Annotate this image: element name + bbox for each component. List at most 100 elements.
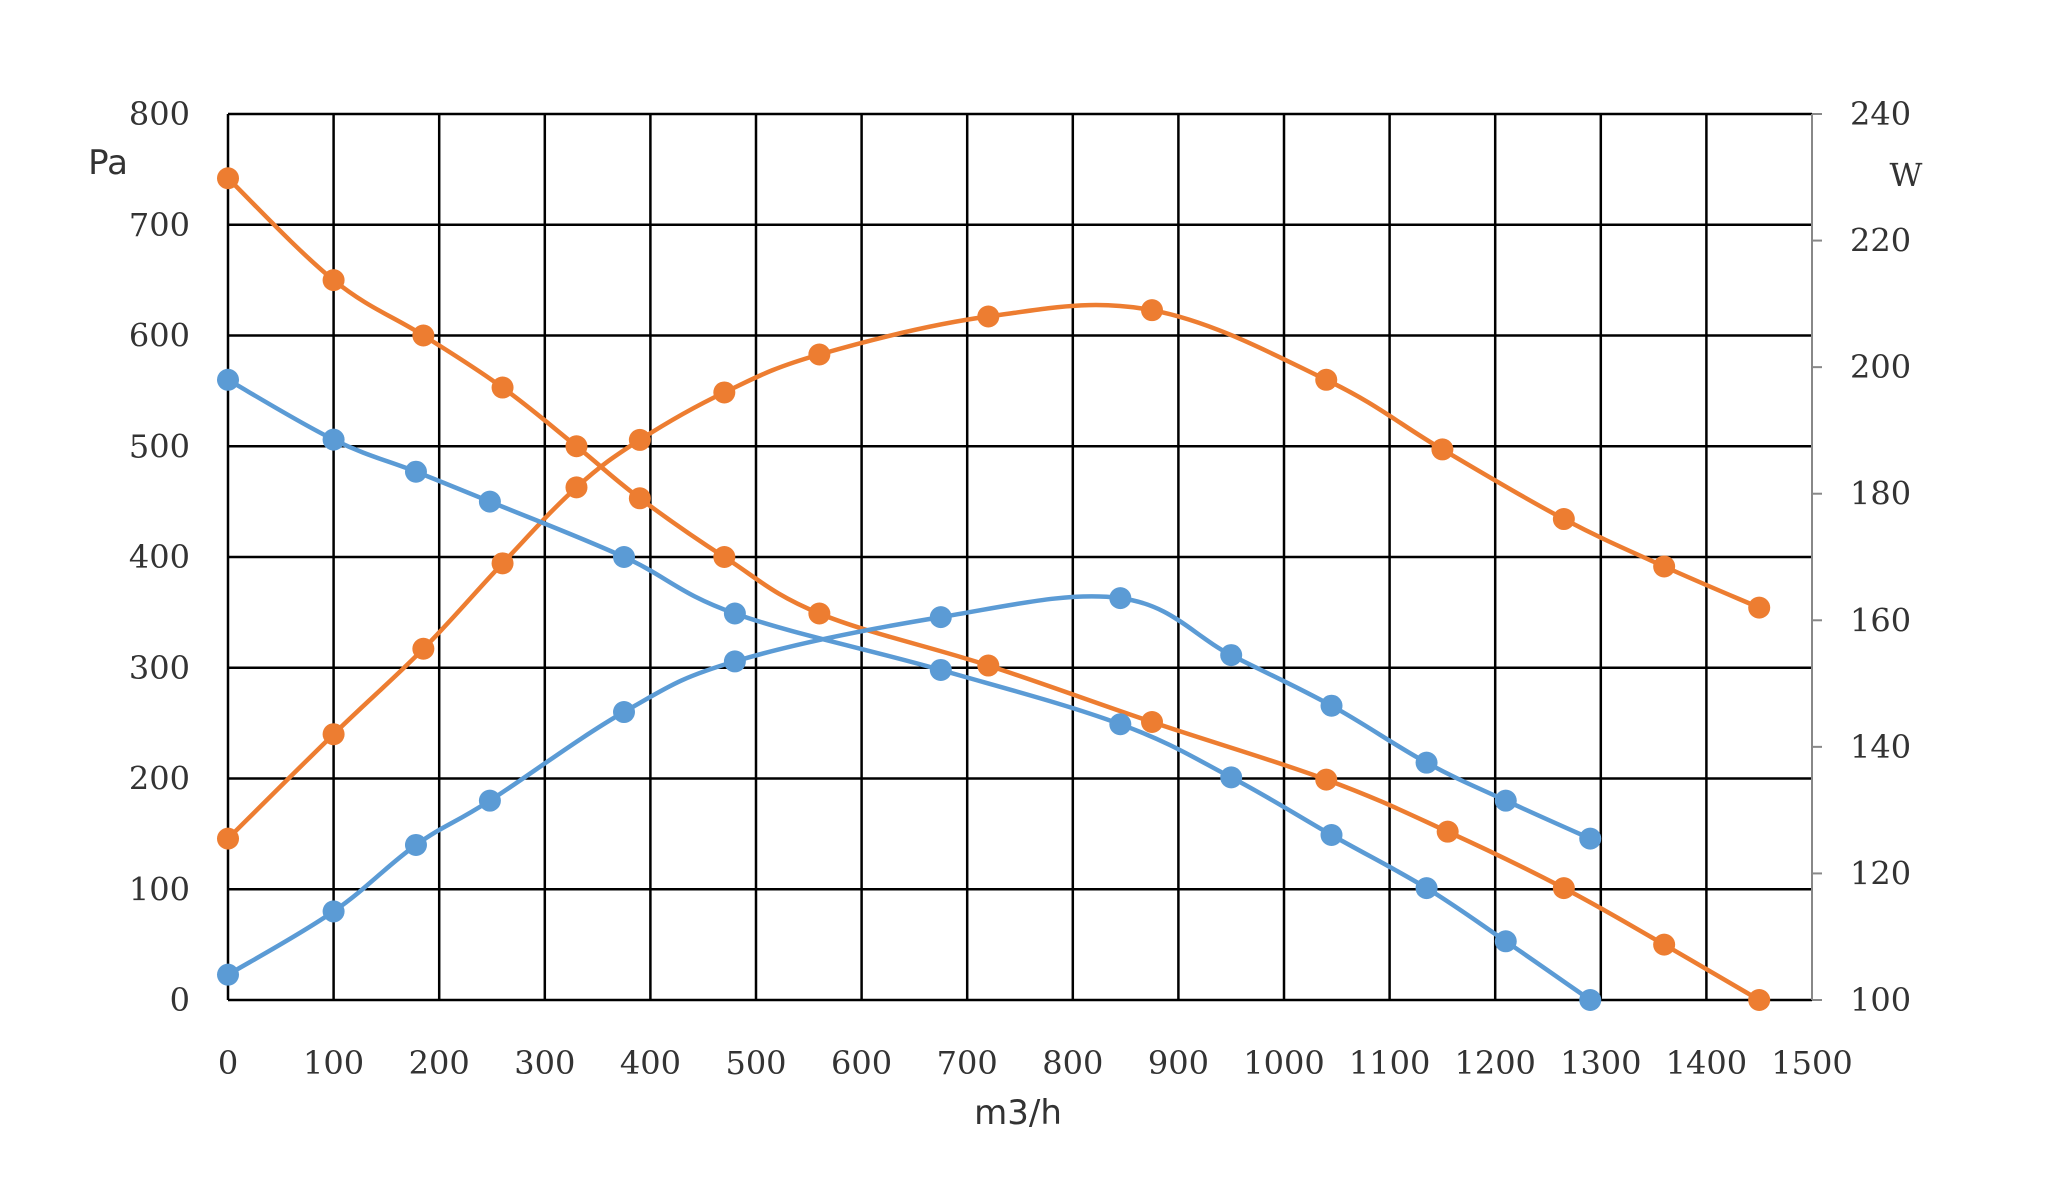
data-point [322,269,345,292]
y-right-tick-label: 100 [1850,981,1911,1019]
data-point [613,701,635,724]
x-tick-label: 700 [937,1044,998,1082]
x-tick-label: 1100 [1349,1044,1430,1082]
data-point [404,833,427,856]
series-3 [217,368,1602,1011]
data-point [565,435,588,458]
data-point [1748,596,1771,619]
data-point [1141,711,1163,734]
series-line [226,377,1592,1002]
x-tick-label: 100 [303,1044,364,1082]
data-point [713,381,736,404]
data-point [1748,989,1771,1011]
data-point [412,324,435,347]
data-point [322,723,345,746]
x-tick-label: 500 [725,1044,786,1082]
data-point [808,343,831,366]
y-right-tick-label: 200 [1850,348,1911,386]
data-point [1315,768,1338,791]
x-tick-label: 0 [218,1044,238,1082]
data-point [1494,789,1517,812]
data-point [491,376,514,399]
right-y-ticks: 100 120 140 160 180 200 220 240 [1850,95,1911,1019]
series-4 [217,587,1602,986]
data-point [977,654,1000,677]
data-point [1415,751,1438,774]
data-point [322,428,345,451]
series-line [226,176,1761,1002]
data-point [808,602,831,625]
data-point [1109,713,1132,736]
data-point [1579,989,1602,1011]
data-point [217,167,239,190]
x-tick-label: 600 [831,1044,892,1082]
data-point [929,606,952,629]
data-point [1653,933,1676,956]
x-tick-label: 300 [514,1044,575,1082]
series-2 [217,299,1771,850]
data-point [723,602,746,625]
data-point [628,487,651,510]
x-tick-label: 1000 [1243,1044,1324,1082]
data-point [217,827,239,850]
data-point [1579,827,1602,850]
left-y-ticks: 0 100 200 300 400 500 600 700 800 [129,95,190,1019]
y-left-tick-label: 500 [129,427,190,465]
y-left-tick-label: 300 [129,649,190,687]
series-line [226,302,1761,841]
series-1 [217,167,1771,1011]
y-left-tick-label: 700 [129,206,190,244]
y-right-tick-label: 120 [1850,854,1911,892]
y-right-tick-label: 240 [1850,95,1911,133]
data-point [478,789,501,812]
x-axis-label: m3/h [974,1093,1062,1133]
y-left-tick-label: 800 [129,95,190,133]
data-point [1653,555,1676,578]
data-point [1220,766,1243,789]
y-axis-left-label: Pa [88,143,128,183]
grid-layer [226,112,1822,1002]
data-point [628,428,651,451]
y-right-tick-label: 140 [1850,728,1911,766]
x-tick-label: 900 [1148,1044,1209,1082]
data-point [977,305,1000,328]
data-point [1494,930,1517,953]
data-point [1431,438,1454,461]
y-right-tick-label: 180 [1850,475,1911,513]
data-point [1315,368,1338,391]
y-left-tick-label: 400 [129,538,190,576]
y-left-tick-label: 600 [129,317,190,355]
data-point [1220,644,1243,667]
data-point [723,650,746,673]
data-point [929,658,952,681]
y-axis-right-label: W [1890,156,1923,194]
data-point [1320,694,1343,717]
x-ticks: 0 100 200 300 400 500 600 700 800 900 1000 1100 1200… [218,1044,1853,1082]
data-point [217,368,239,391]
data-point [217,963,239,986]
data-point [491,552,514,575]
data-point [1436,820,1459,843]
data-point [565,476,588,499]
data-point [1141,299,1163,322]
data-point [713,546,736,568]
data-point [1415,877,1438,900]
series-layer [217,167,1771,1011]
y-right-tick-label: 220 [1850,222,1911,260]
x-tick-label: 1200 [1454,1044,1535,1082]
x-tick-label: 800 [1042,1044,1103,1082]
data-point [404,460,427,483]
data-point [1320,823,1343,846]
x-tick-label: 200 [409,1044,470,1082]
y-right-tick-label: 160 [1850,601,1911,639]
data-point [1552,508,1575,531]
data-point [412,637,435,660]
y-left-tick-label: 100 [129,870,190,908]
data-point [322,900,345,923]
x-tick-label: 1400 [1666,1044,1747,1082]
data-point [1552,877,1575,900]
data-point [613,546,635,568]
x-tick-label: 1300 [1560,1044,1641,1082]
